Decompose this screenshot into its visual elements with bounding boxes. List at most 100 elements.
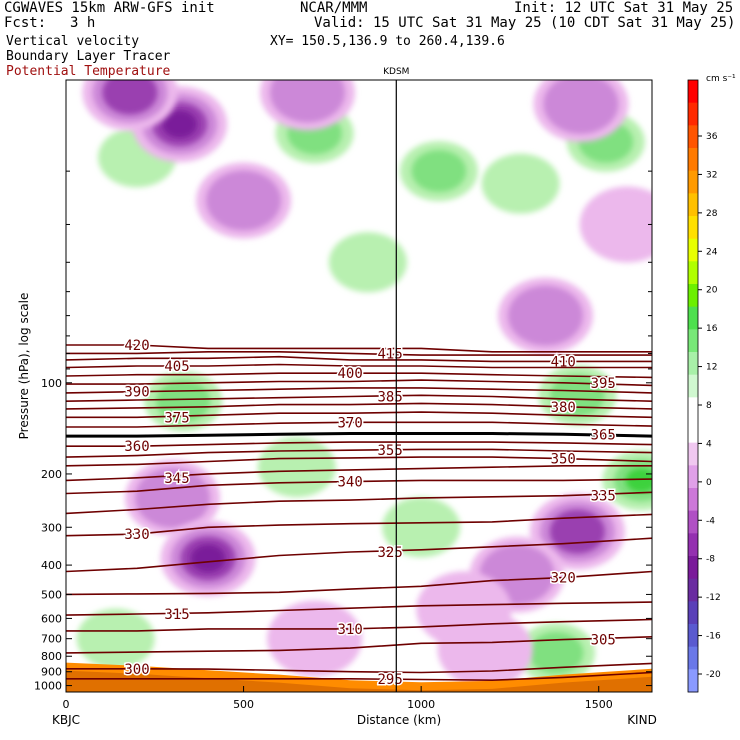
colorbar-swatch-25 xyxy=(688,646,698,670)
updraft-12-1 xyxy=(528,631,584,674)
valid-time: Valid: 15 UTC Sat 31 May 25 (10 CDT Sat … xyxy=(314,15,736,31)
theta-370-label: 370 xyxy=(337,415,362,431)
theta-365-line xyxy=(66,432,652,438)
theta-300-label: 300 xyxy=(124,662,149,678)
colorbar: cm s⁻¹ 36 32 28 24 20 16 12 8 4 0 -4 -8 -12 -16 -20 xyxy=(687,74,736,693)
updraft-8-2 xyxy=(625,468,652,493)
colorbar-tick-label-6: 12 xyxy=(706,363,717,373)
theta-370-line xyxy=(66,421,652,428)
colorbar-swatch-8 xyxy=(688,261,698,285)
downdraft-5-0 xyxy=(579,186,652,263)
colorbar-tick-label-0: 36 xyxy=(706,132,718,142)
theta-340-line xyxy=(66,478,652,495)
init-time: Init: 12 UTC Sat 31 May 25 xyxy=(514,0,734,16)
theta-410-line xyxy=(66,355,652,363)
forecast-hour: 3 h xyxy=(70,15,96,31)
colorbar-swatch-0 xyxy=(688,80,698,104)
y-tick-label-1000: 1000 xyxy=(34,680,62,693)
colorbar-swatch-5 xyxy=(688,193,698,217)
colorbar-swatch-11 xyxy=(688,329,698,353)
colorbar-swatch-15 xyxy=(688,420,698,444)
downdraft-6-1 xyxy=(507,285,583,346)
y-tick-label-100: 100 xyxy=(41,377,62,390)
theta-300-line xyxy=(66,662,652,674)
theta-320-label: 320 xyxy=(551,571,576,587)
theta-390-label: 390 xyxy=(124,385,149,401)
colorbar-swatch-24 xyxy=(688,624,698,648)
theta-420-label: 420 xyxy=(124,338,149,354)
x-tick-label-1000: 1000 xyxy=(407,698,435,711)
station-label-kbjc: KBJC xyxy=(52,713,80,727)
theta-315-label: 315 xyxy=(164,607,189,623)
colorbar-tick-label-1: 32 xyxy=(706,170,717,180)
forecast-label: Fcst: xyxy=(4,15,47,31)
theta-405-label: 405 xyxy=(164,359,189,375)
colorbar-swatch-23 xyxy=(688,601,698,625)
downdraft-0-3 xyxy=(162,110,198,139)
theta-380-line xyxy=(66,402,652,410)
colorbar-swatch-4 xyxy=(688,170,698,194)
theta-325-line xyxy=(66,537,652,573)
field-boundary-layer-tracer: Boundary Layer Tracer xyxy=(6,49,171,64)
station-label-kind: KIND xyxy=(627,713,657,727)
theta-375-line xyxy=(66,411,652,419)
colorbar-tick-label-9: 0 xyxy=(706,478,712,488)
theta-380-label: 380 xyxy=(551,400,576,416)
theta-360-line xyxy=(66,441,652,447)
y-tick-label-200: 200 xyxy=(41,468,62,481)
colorbar-swatch-3 xyxy=(688,148,698,172)
colorbar-swatch-20 xyxy=(688,533,698,557)
theta-395-line xyxy=(66,379,652,387)
theta-325-label: 325 xyxy=(377,545,402,561)
colorbar-tick-label-2: 28 xyxy=(706,209,718,219)
colorbar-swatch-16 xyxy=(688,442,698,466)
theta-335-line xyxy=(66,491,652,515)
colorbar-swatch-2 xyxy=(688,125,698,149)
colorbar-swatch-9 xyxy=(688,284,698,308)
downdraft-1-2 xyxy=(102,80,158,115)
colorbar-tick-label-11: -8 xyxy=(706,555,715,565)
y-tick-label-800: 800 xyxy=(41,650,62,663)
y-tick-label-600: 600 xyxy=(41,612,62,625)
colorbar-swatch-19 xyxy=(688,510,698,534)
theta-400-line xyxy=(66,372,652,379)
theta-405-line xyxy=(66,363,652,369)
colorbar-tick-label-12: -12 xyxy=(706,593,721,603)
updraft-7-1 xyxy=(550,374,605,417)
station-top-label-kdsm: KDSM xyxy=(383,67,409,77)
downdraft-3-1 xyxy=(543,80,619,134)
theta-295-line xyxy=(66,671,652,682)
colorbar-swatch-6 xyxy=(688,216,698,240)
field-potential-temperature: Potential Temperature xyxy=(6,64,171,79)
theta-345-line xyxy=(66,465,652,482)
y-axis-title: Pressure (hPa), log scale xyxy=(17,293,31,440)
y-tick-label-300: 300 xyxy=(41,521,62,534)
theta-375-label: 375 xyxy=(164,410,189,426)
theta-330-line xyxy=(66,513,652,537)
tracer-core xyxy=(66,670,652,692)
colorbar-tick-label-7: 8 xyxy=(706,401,712,411)
cross-section-endpoints: XY= 150.5,136.9 to 260.4,139.6 xyxy=(270,34,505,49)
field-vertical-velocity: Vertical velocity xyxy=(6,34,140,49)
colorbar-tick-label-4: 20 xyxy=(706,286,718,296)
downdraft-7-1 xyxy=(135,467,211,528)
colorbar-swatch-13 xyxy=(688,374,698,398)
theta-295-label: 295 xyxy=(377,672,402,688)
theta-310-line xyxy=(66,618,652,632)
colorbar-units: cm s⁻¹ xyxy=(706,74,736,84)
x-tick-label-0: 0 xyxy=(63,698,70,711)
colorbar-tick-label-13: -16 xyxy=(706,632,721,642)
updraft-4-0 xyxy=(481,153,560,214)
theta-310-label: 310 xyxy=(337,622,362,638)
downdraft-13-0 xyxy=(267,600,363,677)
theta-415-line xyxy=(66,351,652,356)
colorbar-swatch-26 xyxy=(688,669,698,693)
theta-320-line xyxy=(66,570,652,596)
colorbar-swatch-1 xyxy=(688,102,698,126)
theta-395-label: 395 xyxy=(591,376,616,392)
updraft-11-0 xyxy=(76,608,155,669)
x-tick-label-500: 500 xyxy=(233,698,254,711)
